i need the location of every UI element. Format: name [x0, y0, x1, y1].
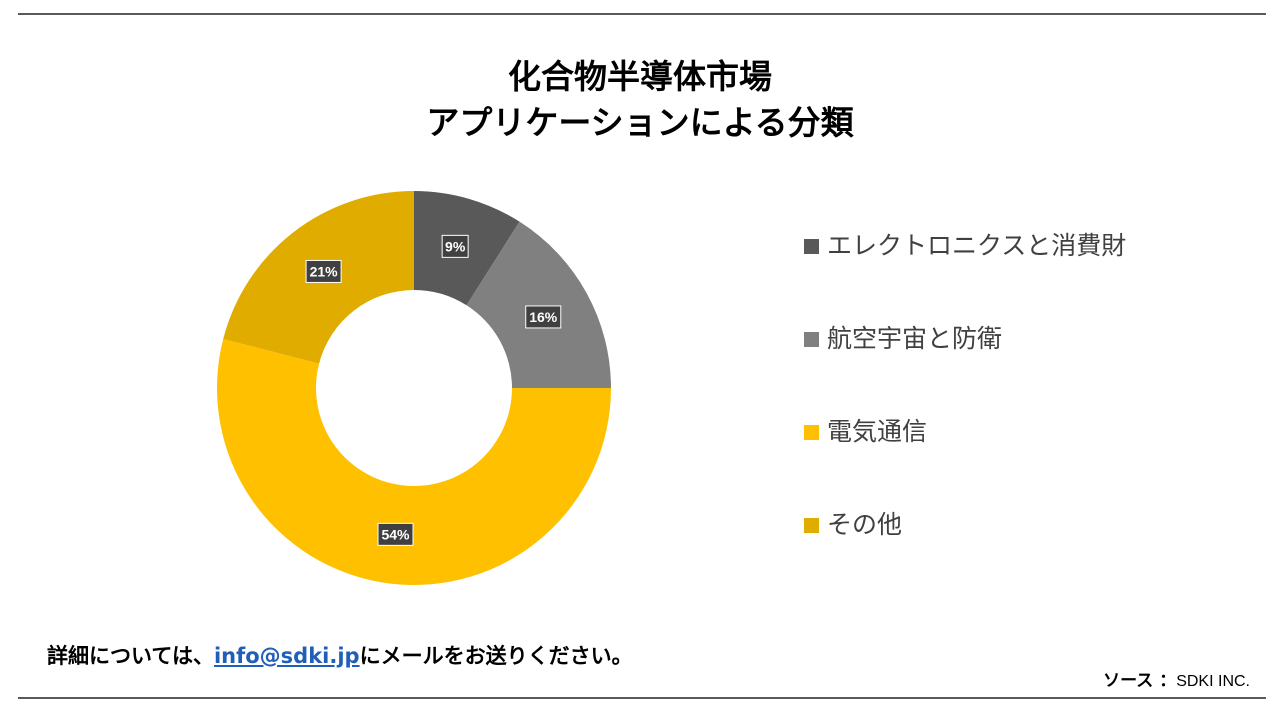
data-label-text-telecom: 54% [381, 526, 410, 542]
legend-item-aerospace: 航空宇宙と防衛 [804, 318, 1126, 411]
data-label-box-other [305, 259, 342, 283]
legend-item-other: その他 [804, 504, 1126, 597]
legend-label-telecom: 電気通信 [827, 417, 928, 446]
donut-slice-telecom [216, 339, 612, 586]
data-label-text-aerospace: 16% [529, 309, 558, 325]
legend-label-aerospace: 航空宇宙と防衛 [827, 324, 1003, 353]
legend-item-electronics: エレクトロニクスと消費財 [804, 225, 1126, 318]
source-label: ソース ： [1103, 671, 1177, 691]
legend-swatch-telecom [804, 425, 819, 440]
contact-note: 詳細については、info@sdki.jpにメールをお送りください。 [47, 640, 633, 670]
legend-label-other: その他 [827, 510, 903, 539]
legend-item-telecom: 電気通信 [804, 411, 1126, 504]
legend-label-electronics: エレクトロニクスと消費財 [827, 231, 1127, 260]
data-label-other: 21% [305, 259, 342, 283]
contact-prefix: 詳細については、 [47, 644, 214, 668]
data-label-box-aerospace [525, 305, 562, 329]
data-label-aerospace: 16% [525, 305, 562, 329]
donut-chart: 9% 16% 54% 21% [216, 191, 612, 586]
top-divider [18, 13, 1266, 15]
donut-slice-aerospace [466, 221, 611, 388]
source-note: ソース ：SDKI INC. [1103, 666, 1250, 691]
contact-email-link[interactable]: info@sdki.jp [213, 644, 360, 668]
data-label-text-other: 21% [310, 263, 339, 279]
data-label-telecom: 54% [377, 522, 414, 546]
legend-swatch-electronics [804, 239, 819, 254]
contact-suffix: にメールをお送りください。 [359, 644, 633, 668]
legend-swatch-aerospace [804, 332, 819, 347]
chart-legend: エレクトロニクスと消費財 航空宇宙と防衛 電気通信 その他 [804, 225, 1126, 597]
data-label-box-electronics [441, 234, 469, 258]
legend-swatch-other [804, 518, 819, 533]
data-label-text-electronics: 9% [445, 238, 466, 254]
bottom-divider [18, 697, 1266, 699]
source-value: SDKI INC. [1176, 673, 1250, 690]
data-label-box-telecom [377, 522, 414, 546]
chart-title-line-1: 化合物半導体市場 [508, 57, 772, 96]
chart-title-line-2: アプリケーションによる分類 [426, 103, 854, 142]
data-label-electronics: 9% [441, 234, 469, 258]
